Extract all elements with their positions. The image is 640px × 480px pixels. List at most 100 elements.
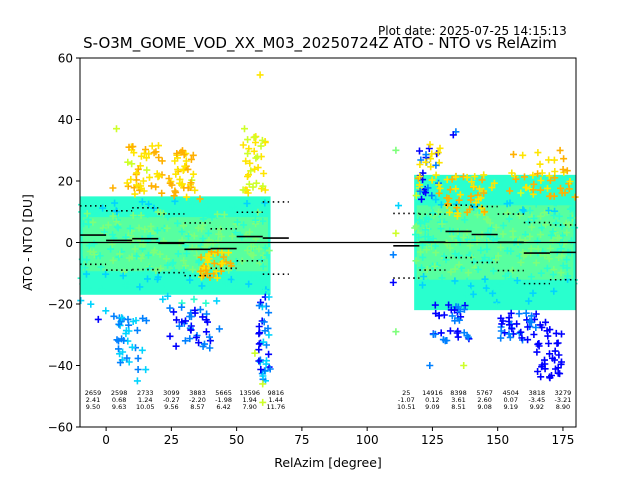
scatter-point bbox=[499, 222, 507, 230]
scatter-point bbox=[524, 323, 532, 331]
scatter-point bbox=[455, 261, 463, 269]
scatter-point bbox=[249, 202, 257, 210]
scatter-point bbox=[91, 207, 99, 215]
scatter-point bbox=[153, 170, 161, 178]
bin-mean-label: 0.12 bbox=[425, 396, 439, 404]
y-tick-label: −40 bbox=[48, 359, 73, 373]
y-tick-label: 0 bbox=[65, 236, 73, 250]
scatter-point bbox=[460, 234, 468, 242]
scatter-point bbox=[184, 165, 192, 173]
scatter-point bbox=[563, 229, 571, 237]
scatter-point bbox=[157, 264, 165, 272]
scatter-point bbox=[246, 228, 254, 236]
scatter-point bbox=[427, 155, 434, 163]
scatter-point bbox=[126, 224, 134, 232]
scatter-point bbox=[446, 244, 454, 252]
scatter-point bbox=[225, 249, 232, 257]
scatter-point bbox=[159, 285, 167, 293]
scatter-point bbox=[257, 366, 265, 373]
scatter-point bbox=[261, 186, 269, 194]
scatter-point bbox=[423, 225, 431, 233]
scatter-point bbox=[131, 245, 139, 253]
scatter-point bbox=[164, 213, 172, 221]
scatter-point bbox=[166, 332, 174, 340]
scatter-point bbox=[171, 187, 179, 195]
scatter-point bbox=[524, 336, 532, 344]
scatter-point bbox=[245, 280, 253, 288]
scatter-point bbox=[195, 339, 203, 347]
scatter-point bbox=[265, 309, 273, 317]
scatter-point bbox=[546, 244, 554, 252]
scatter-point bbox=[246, 159, 254, 167]
scatter-point bbox=[109, 231, 117, 239]
scatter-point bbox=[536, 160, 544, 168]
x-tick-label: 125 bbox=[421, 433, 444, 447]
scatter-point bbox=[466, 242, 474, 250]
scatter-point bbox=[131, 190, 139, 198]
scatter-point bbox=[153, 226, 161, 234]
scatter-point bbox=[261, 199, 269, 207]
scatter-point bbox=[451, 250, 459, 258]
scatter-point bbox=[422, 226, 429, 234]
scatter-point bbox=[538, 361, 546, 369]
scatter-point bbox=[489, 289, 497, 297]
scatter-point bbox=[249, 243, 257, 251]
scatter-point bbox=[485, 256, 493, 264]
scatter-point bbox=[252, 154, 260, 162]
scatter-point bbox=[158, 157, 166, 165]
scatter-point bbox=[468, 178, 476, 186]
scatter-point bbox=[526, 317, 534, 325]
scatter-point bbox=[565, 185, 573, 193]
scatter-point bbox=[520, 207, 528, 215]
scatter-point bbox=[119, 272, 127, 280]
scatter-point bbox=[506, 333, 514, 341]
scatter-point bbox=[206, 337, 214, 345]
scatter-point bbox=[546, 177, 554, 184]
scatter-point bbox=[530, 214, 538, 222]
x-tick-label: 0 bbox=[102, 433, 110, 447]
bin-std-label: 9.09 bbox=[425, 403, 439, 411]
scatter-outlier bbox=[449, 131, 457, 139]
scatter-point bbox=[547, 192, 555, 200]
scatter-point bbox=[148, 142, 156, 150]
scatter-point bbox=[122, 233, 130, 241]
scatter-point bbox=[146, 264, 154, 272]
scatter-point bbox=[124, 182, 132, 190]
scatter-point bbox=[537, 186, 544, 194]
scatter-point bbox=[509, 266, 516, 274]
scatter-point bbox=[532, 259, 540, 267]
scatter-point bbox=[155, 154, 163, 161]
scatter-point bbox=[547, 231, 555, 239]
scatter-point bbox=[538, 323, 546, 331]
scatter-point bbox=[482, 284, 490, 292]
scatter-point bbox=[259, 372, 267, 380]
scatter-point bbox=[464, 269, 472, 277]
scatter-point bbox=[545, 207, 552, 214]
scatter-point bbox=[505, 330, 513, 338]
scatter-point bbox=[255, 346, 263, 354]
scatter-point bbox=[427, 163, 435, 171]
scatter-point bbox=[257, 298, 265, 306]
scatter-point bbox=[191, 309, 199, 317]
scatter-point bbox=[452, 173, 460, 181]
scatter-point bbox=[155, 142, 162, 150]
scatter-point bbox=[251, 133, 259, 141]
scatter-point bbox=[545, 255, 553, 263]
scatter-point bbox=[417, 220, 424, 227]
scatter-point bbox=[460, 329, 468, 337]
scatter-point bbox=[131, 272, 138, 280]
scatter-point bbox=[259, 217, 267, 225]
axes: 0 25 50 75 100 125 150 175 −60 −40 −20 0 20 40 60 RelAz… bbox=[20, 52, 577, 470]
bin-count-label: 3818 bbox=[529, 389, 546, 397]
scatter-point bbox=[484, 216, 492, 224]
scatter-point bbox=[537, 231, 544, 239]
scatter-point bbox=[554, 339, 562, 347]
scatter-point bbox=[98, 285, 106, 293]
scatter-point bbox=[128, 160, 136, 168]
scatter-point bbox=[248, 251, 256, 259]
scatter-point bbox=[228, 232, 236, 240]
bin-count-label: 5665 bbox=[215, 389, 232, 397]
scatter-point bbox=[418, 195, 425, 203]
scatter-outlier bbox=[94, 315, 102, 323]
scatter-point bbox=[546, 350, 553, 358]
